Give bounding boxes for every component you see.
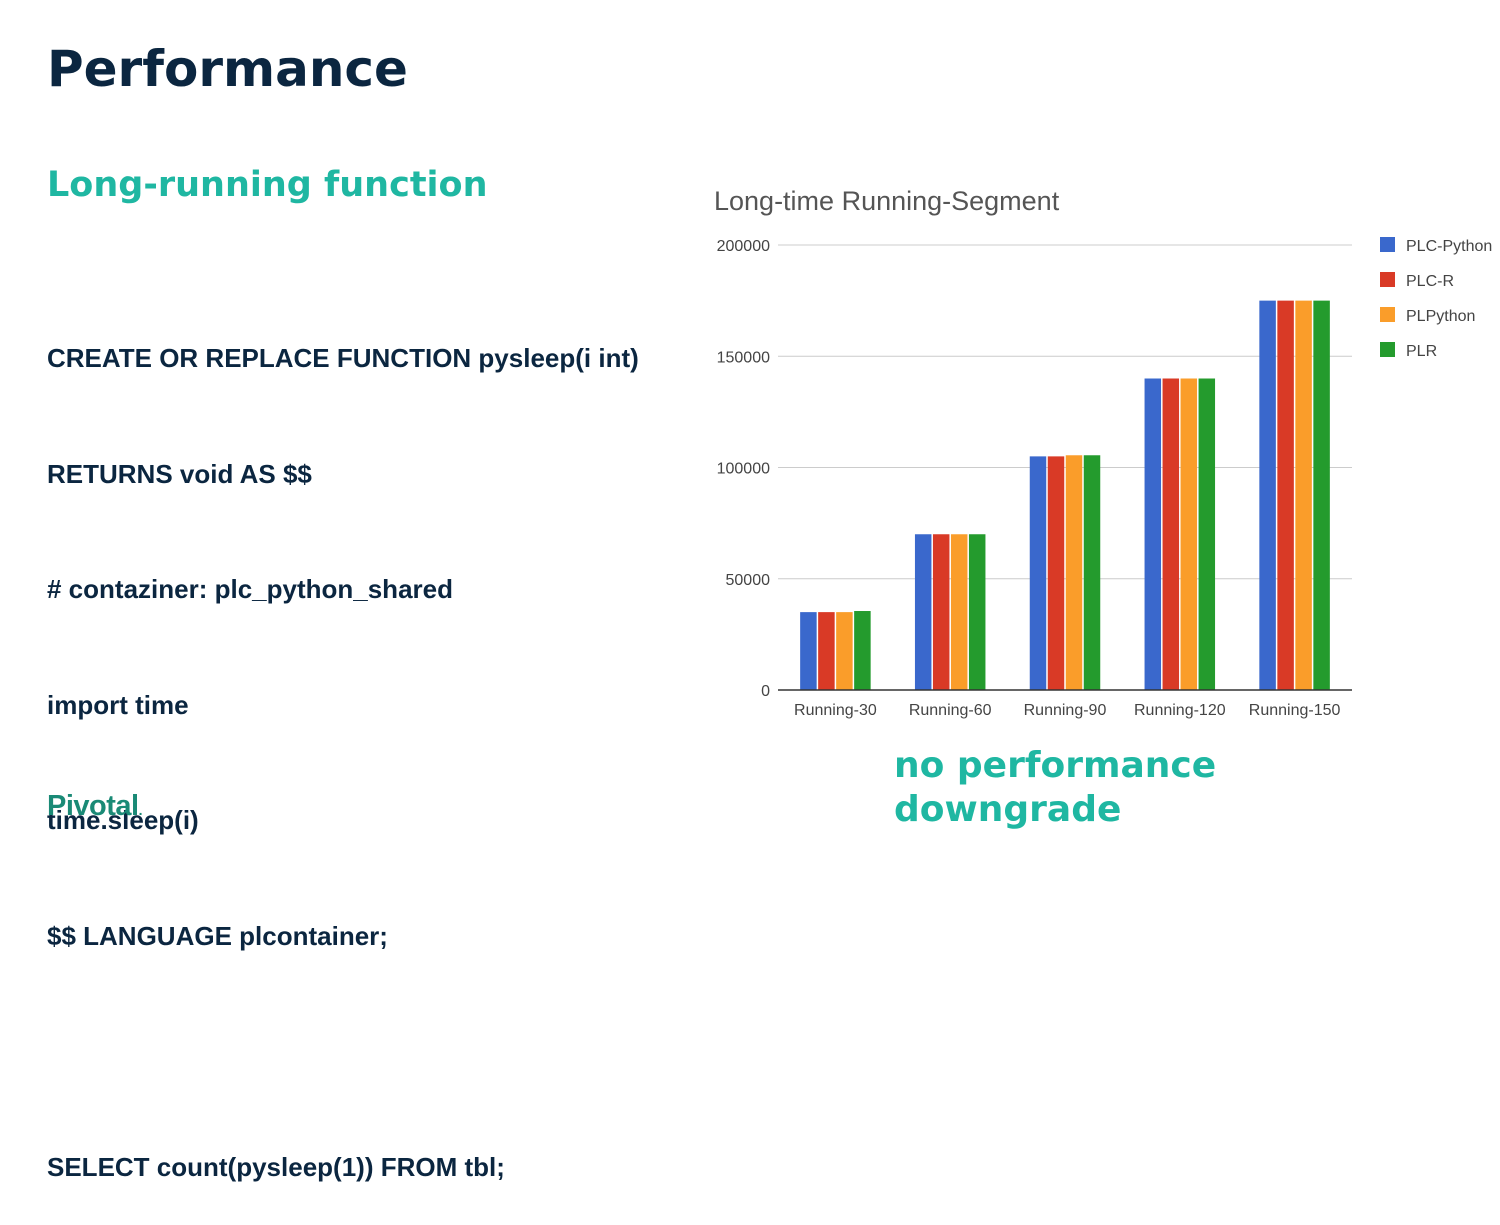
- bar-chart: Long-time Running-Segment 0 50000 100000 150…: [700, 175, 1500, 735]
- bar: [932, 534, 950, 690]
- y-tick-label: 0: [761, 683, 770, 700]
- y-tick-label: 100000: [717, 461, 770, 478]
- bar: [1198, 378, 1216, 690]
- x-tick-label: Running-30: [794, 702, 877, 719]
- slide-title: Performance: [47, 40, 408, 98]
- bar: [914, 534, 932, 690]
- bar: [1259, 300, 1276, 690]
- x-tick-label: Running-120: [1134, 702, 1226, 719]
- bar: [1180, 378, 1198, 690]
- code-line: CREATE OR REPLACE FUNCTION pysleep(i int…: [47, 343, 639, 373]
- bar-chart-svg: Long-time Running-Segment 0 50000 100000 150…: [714, 186, 1492, 719]
- code-line: [47, 1032, 699, 1071]
- bar: [1313, 300, 1330, 690]
- y-tick-label: 150000: [717, 349, 770, 366]
- bar: [1083, 455, 1101, 690]
- x-tick-label: Running-150: [1249, 702, 1341, 719]
- bar: [800, 612, 817, 690]
- bar: [1047, 456, 1065, 690]
- callout-line: no performance: [894, 745, 1217, 786]
- y-tick-label: 200000: [717, 238, 770, 255]
- bar: [854, 611, 871, 690]
- legend-label: PLPython: [1406, 308, 1475, 325]
- code-line: RETURNS void AS $$: [47, 458, 312, 489]
- logo-text: Pivotal: [47, 790, 139, 822]
- section-subtitle: Long-running function: [47, 165, 488, 205]
- chart-title: Long-time Running-Segment: [714, 186, 1060, 216]
- bar: [818, 612, 835, 690]
- legend-label: PLC-R: [1406, 273, 1454, 290]
- logo-mark: .: [138, 802, 143, 818]
- x-tick-label: Running-60: [909, 702, 992, 719]
- pivotal-logo: Pivotal.: [47, 790, 143, 823]
- code-line: time.sleep(i): [47, 805, 199, 835]
- x-tick-label: Running-90: [1024, 702, 1107, 719]
- bar: [968, 534, 986, 690]
- legend-label: PLC-Python: [1406, 238, 1492, 255]
- code-line: # contaziner: plc_python_shared: [47, 574, 453, 604]
- legend-swatch: [1380, 307, 1395, 322]
- bar: [1144, 378, 1162, 690]
- bar: [1065, 455, 1083, 690]
- y-tick-label: 50000: [726, 572, 771, 589]
- bar: [836, 612, 853, 690]
- code-block: CREATE OR REPLACE FUNCTION pysleep(i int…: [47, 262, 699, 1225]
- code-line: SELECT count(pysleep(1)) FROM tbl;: [47, 1151, 505, 1182]
- bar: [1029, 456, 1047, 690]
- bar: [1295, 300, 1312, 690]
- legend-swatch: [1380, 237, 1395, 252]
- bar: [950, 534, 968, 690]
- code-line: $$ LANGUAGE plcontainer;: [47, 920, 388, 951]
- code-line: import time: [47, 689, 189, 720]
- bar: [1277, 300, 1294, 690]
- callout-text: no performance downgrade: [894, 744, 1216, 832]
- callout-line: downgrade: [894, 789, 1122, 830]
- legend-swatch: [1380, 272, 1395, 287]
- legend-swatch: [1380, 342, 1395, 357]
- bar: [1162, 378, 1180, 690]
- legend-label: PLR: [1406, 343, 1437, 360]
